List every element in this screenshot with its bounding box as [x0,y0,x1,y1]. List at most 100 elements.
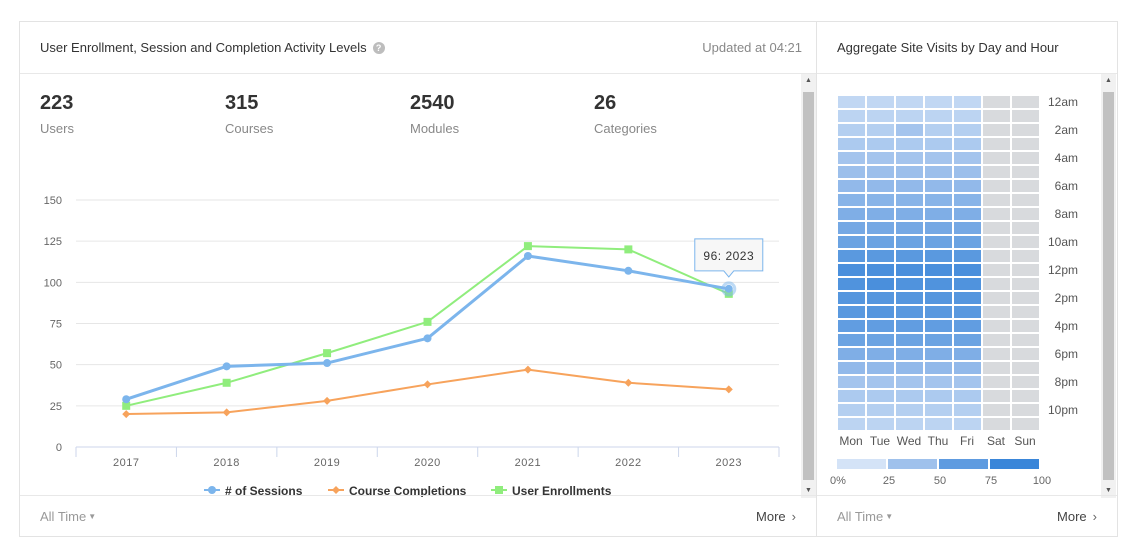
hour-label: 12am [1048,95,1078,109]
heatmap-cell [983,306,1010,318]
heatmap-cell [954,236,981,248]
heatmap-cell [954,222,981,234]
left-scrollbar[interactable]: ▲ ▼ [801,74,816,498]
heatmap-cell [1012,306,1039,318]
stat-categories: 26 Categories [594,92,657,136]
heatmap-cell [1012,250,1039,262]
time-filter-dropdown[interactable]: All Time ▼ [837,509,893,524]
heatmap-cell [867,390,894,402]
data-point [122,401,131,410]
heatmap-cell [983,264,1010,276]
heatmap-cell [925,264,952,276]
heatmap-cell [1012,110,1039,122]
heatmap-cell [838,96,865,108]
heatmap-cell [925,404,952,416]
color-scale-segment [888,459,937,469]
scroll-up-icon[interactable]: ▲ [1105,77,1112,84]
heatmap-cell [954,376,981,388]
heatmap-cell [954,278,981,290]
hour-label: 4pm [1055,319,1078,333]
caret-down-icon: ▼ [885,512,894,521]
heatmap-cell [838,138,865,150]
card-header: User Enrollment, Session and Completion … [20,22,816,74]
heatmap-cell [867,236,894,248]
heatmap-cell [838,236,865,248]
data-point [423,334,432,343]
heatmap-cell [867,96,894,108]
scroll-down-icon[interactable]: ▼ [1105,487,1112,494]
stat-value: 2540 [410,92,455,114]
x-tick-label: 2021 [515,457,541,469]
heatmap-cell [1012,334,1039,346]
heatmap-cell [983,278,1010,290]
x-tick-label: 2022 [615,457,641,469]
hover-halo [721,281,737,297]
data-point [323,359,332,368]
heatmap-cell [896,264,923,276]
heatmap-cell [925,376,952,388]
legend-label: User Enrollments [512,484,612,497]
more-label: More [756,509,786,524]
heatmap-cell [925,208,952,220]
heatmap-cell [838,278,865,290]
hour-label: 4am [1055,151,1078,165]
card-title: User Enrollment, Session and Completion … [40,40,385,55]
heatmap-cell [896,362,923,374]
heatmap-cell [954,418,981,430]
heatmap-cell [983,222,1010,234]
line-chart: 0 25 50 75 100 125 150 2017 2018 2019 2020 2021 202… [44,195,780,497]
scroll-down-icon[interactable]: ▼ [805,487,812,494]
right-scrollbar[interactable]: ▲ ▼ [1101,74,1116,498]
heatmap-cell [867,306,894,318]
help-icon[interactable]: ? [372,42,385,54]
y-tick-label: 0 [56,442,62,454]
heatmap-cell [954,320,981,332]
scrollbar-thumb[interactable] [803,92,814,480]
heatmap-cell [838,404,865,416]
heatmap-cell [867,194,894,206]
stat-value: 26 [594,92,617,114]
stat-value: 223 [40,92,74,114]
site-visits-card: Aggregate Site Visits by Day and Hour 12… [816,21,1118,537]
heatmap-cell [954,138,981,150]
more-link[interactable]: More › [756,509,796,524]
heatmap-cell [954,390,981,402]
heatmap-cell [954,292,981,304]
data-point [222,378,231,387]
color-scale-label: 25 [883,475,895,487]
heatmap-cell [983,236,1010,248]
more-link[interactable]: More › [1057,509,1097,524]
stat-users: 223 Users [40,92,74,136]
legend-marker [495,486,503,494]
heatmap-cell [1012,362,1039,374]
time-filter-dropdown[interactable]: All Time ▼ [40,509,96,524]
color-scale-segment [990,459,1039,469]
heatmap-cell [983,110,1010,122]
heatmap-cell [896,418,923,430]
heatmap-cell [1012,376,1039,388]
heatmap-cell [838,250,865,262]
y-tick-label: 125 [44,236,62,248]
heatmap-cell [838,292,865,304]
heatmap-cell [896,236,923,248]
stat-label: Categories [594,121,657,136]
scrollbar-thumb[interactable] [1103,92,1114,480]
hour-label: 8pm [1055,375,1078,389]
heatmap-cell [925,278,952,290]
heatmap-cell [925,138,952,150]
heatmap-cell [896,292,923,304]
heatmap-cell [925,222,952,234]
data-point [624,266,633,275]
stat-label: Users [40,121,74,136]
heatmap-cell [954,194,981,206]
heatmap-cell [867,362,894,374]
more-label: More [1057,509,1087,524]
tooltip-box [694,238,764,278]
day-label: Sat [987,434,1006,448]
heatmap-cell [983,376,1010,388]
heatmap-cell [954,404,981,416]
scroll-up-icon[interactable]: ▲ [805,77,812,84]
heatmap-cell [983,180,1010,192]
series-line [125,254,730,401]
x-tick-label: 2017 [113,457,139,469]
